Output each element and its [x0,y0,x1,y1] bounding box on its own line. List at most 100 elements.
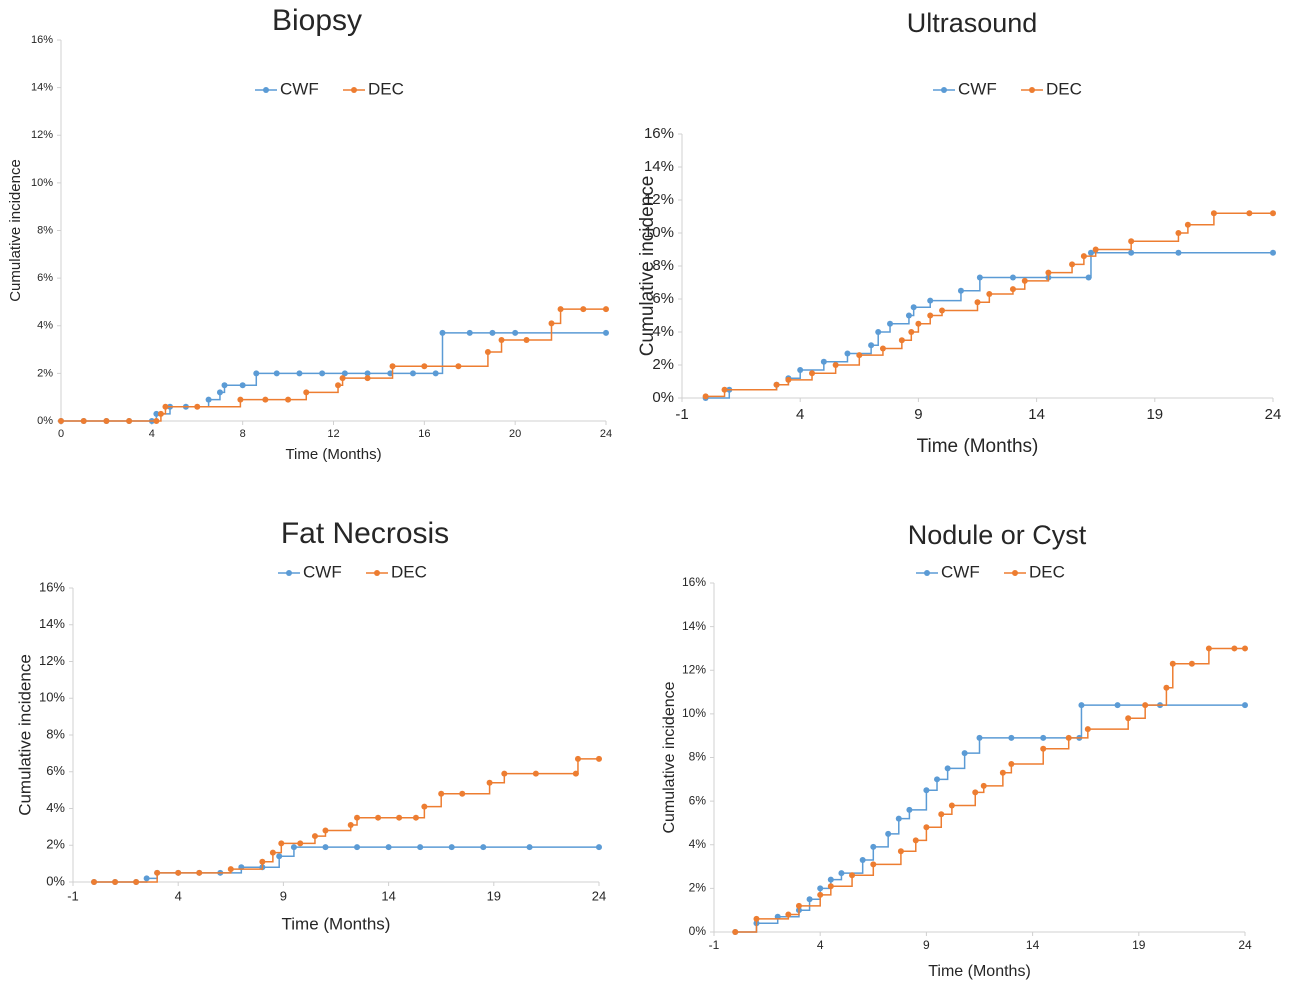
data-point [347,822,354,829]
x-tick-label: 24 [600,428,612,440]
data-point [1231,645,1238,652]
data-point [1188,660,1195,667]
data-point [923,824,930,831]
data-point [1065,734,1072,741]
data-point [480,844,487,851]
y-tick-label: 8% [652,257,674,274]
data-point [1270,210,1276,217]
x-tick-label: -1 [67,888,79,903]
data-point [409,370,416,377]
data-point [912,837,919,844]
data-point [364,370,371,377]
series-line [735,647,1245,933]
y-tick-label: 4% [37,320,53,332]
data-point [466,329,473,336]
y-axis-label: Cumulative incidence [15,654,34,816]
data-point [432,370,439,377]
data-point [910,304,917,311]
data-point [908,329,915,335]
y-tick-label: 14% [682,619,706,633]
x-tick-label: 9 [923,938,930,952]
data-point [574,755,581,762]
data-point [999,769,1006,776]
data-point [870,861,877,868]
data-point [364,375,371,382]
data-point [827,883,834,890]
data-point [221,382,228,389]
y-tick-label: 14% [31,82,53,94]
y-tick-label: 0% [652,389,674,406]
chart-title: Nodule or Cyst [908,520,1087,550]
x-tick-label: 4 [149,428,155,440]
data-point [227,866,234,873]
y-tick-label: 16% [682,575,706,589]
data-point [311,833,318,840]
data-point [1008,734,1015,741]
y-tick-label: 6% [46,763,65,778]
y-tick-label: 10% [644,224,674,241]
data-point [417,844,424,851]
data-point [486,779,493,786]
data-point [239,382,246,389]
data-point [875,329,882,335]
y-tick-label: 4% [652,323,674,340]
data-point [278,840,285,847]
y-tick-label: 6% [652,290,674,307]
y-tick-label: 16% [39,579,65,594]
y-tick-label: 14% [39,616,65,631]
legend-marker [941,87,947,93]
data-point [319,370,326,377]
series-line [61,308,606,422]
series-line [705,252,1273,399]
data-point [974,299,981,306]
data-point [194,403,201,410]
data-point [175,869,182,876]
panel: Ultrasound 0% 2% 4% 6% 8% 10% 12% 14% 16% -1 4 9 14 19… [637,8,1281,457]
data-point [259,858,266,865]
series-line [94,846,599,883]
x-tick-label: 20 [509,428,521,440]
data-point [296,370,303,377]
data-point [253,370,260,377]
data-point [1210,210,1217,217]
y-tick-label: 6% [37,272,53,284]
data-point [934,776,941,783]
y-tick-label: 2% [37,367,53,379]
legend-marker [263,87,269,93]
data-point [1040,745,1047,752]
x-tick-label: -1 [709,938,720,952]
data-point [1114,702,1121,709]
data-point [785,376,792,383]
data-point [572,770,579,777]
x-tick-label: 14 [1026,938,1040,952]
data-point [906,806,913,813]
data-point [817,891,824,898]
data-point [976,274,983,281]
data-point [856,352,863,359]
data-point [153,418,160,424]
data-point [898,337,905,344]
data-point [1009,274,1016,281]
data-point [832,362,839,368]
x-axis-label: Time (Months) [282,914,391,933]
data-point [153,410,160,417]
x-tick-label: 9 [914,406,922,423]
data-point [887,320,894,327]
data-point [1085,274,1092,281]
data-point [721,386,728,393]
legend-marker [1029,87,1035,93]
x-tick-label: 14 [1028,406,1045,423]
data-point [335,382,342,389]
data-point [895,815,902,822]
data-point [702,393,709,400]
data-point [526,844,533,851]
x-tick-label: 24 [1238,938,1252,952]
data-point [58,418,64,424]
data-point [1184,221,1191,228]
y-tick-label: 2% [652,356,674,373]
y-axis-label: Cumulative incidence [637,176,658,357]
data-point [112,879,119,885]
data-point [389,363,396,370]
data-point [1069,261,1076,268]
x-axis-label: Time (Months) [285,446,381,463]
